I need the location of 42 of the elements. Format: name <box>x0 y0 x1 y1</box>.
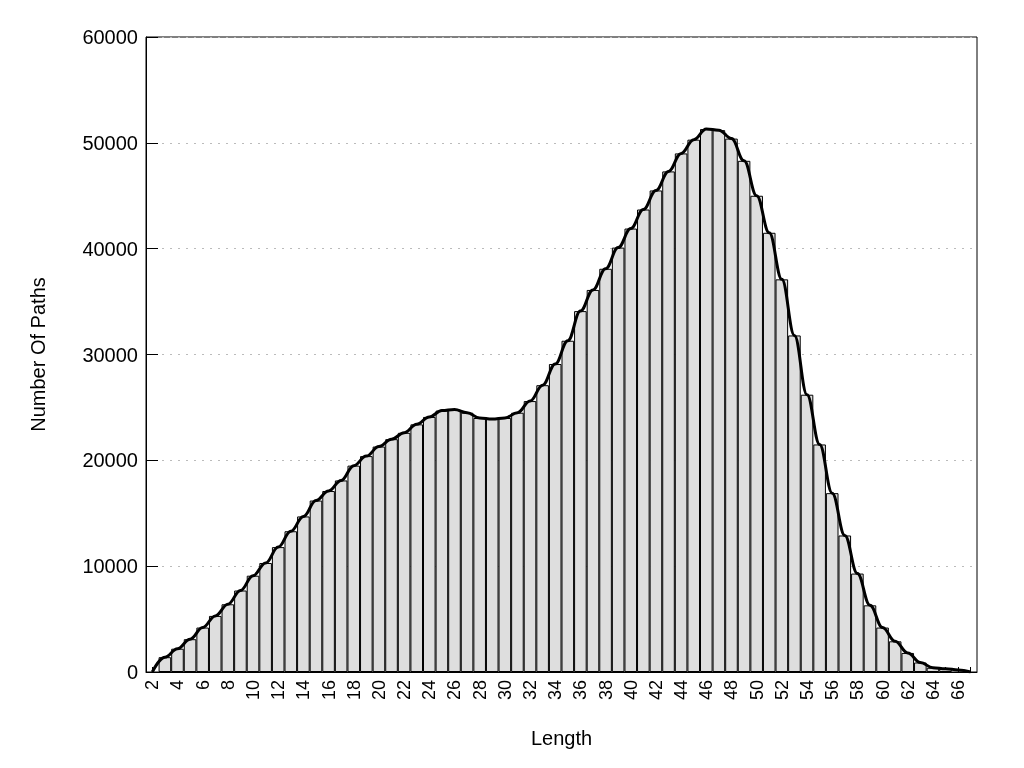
x-tick-label: 10 <box>243 680 264 701</box>
x-tick-label: 46 <box>696 680 717 701</box>
y-tick-label: 30000 <box>82 343 138 366</box>
x-tick-label: 52 <box>771 680 792 701</box>
x-tick-label: 38 <box>595 680 616 701</box>
x-tick-label: 30 <box>494 680 515 701</box>
x-tick-label: 58 <box>847 680 868 701</box>
x-tick-label: 8 <box>217 680 238 691</box>
x-tick-label: 32 <box>520 680 541 701</box>
y-axis-title: Number Of Paths <box>27 277 49 432</box>
x-tick-label: 62 <box>897 680 918 701</box>
x-tick-label: 44 <box>671 680 692 701</box>
x-tick-label: 40 <box>620 680 641 701</box>
y-tick-label: 60000 <box>82 26 138 48</box>
x-tick-label: 24 <box>419 680 440 701</box>
x-tick-label: 6 <box>192 680 213 691</box>
x-tick-label: 56 <box>822 680 843 701</box>
x-tick-label: 50 <box>746 680 767 701</box>
x-tick-label: 18 <box>343 680 364 701</box>
x-tick-label: 42 <box>645 680 666 701</box>
x-tick-label: 22 <box>394 680 415 701</box>
x-tick-label: 4 <box>167 680 188 691</box>
x-tick-label: 16 <box>318 680 339 701</box>
y-tick-label: 50000 <box>82 131 138 154</box>
x-tick-label: 20 <box>368 680 389 701</box>
y-tick-label: 20000 <box>82 449 138 472</box>
y-tick-label: 0 <box>126 661 138 683</box>
x-tick-label: 36 <box>570 680 591 701</box>
x-tick-label: 12 <box>268 680 289 701</box>
x-tick-label: 2 <box>142 680 163 691</box>
x-tick-label: 34 <box>545 680 566 701</box>
x-tick-label: 28 <box>469 680 490 701</box>
x-tick-label: 54 <box>797 680 818 701</box>
x-tick-label: 64 <box>922 680 943 701</box>
x-tick-label: 14 <box>293 680 314 701</box>
x-tick-label: 60 <box>872 680 893 701</box>
y-tick-label: 40000 <box>82 237 138 260</box>
x-axis-title: Length <box>530 727 593 749</box>
x-tick-label: 48 <box>721 680 742 701</box>
x-tick-label: 26 <box>444 680 465 701</box>
y-tick-label: 10000 <box>82 555 138 578</box>
x-tick-label: 66 <box>948 680 969 701</box>
